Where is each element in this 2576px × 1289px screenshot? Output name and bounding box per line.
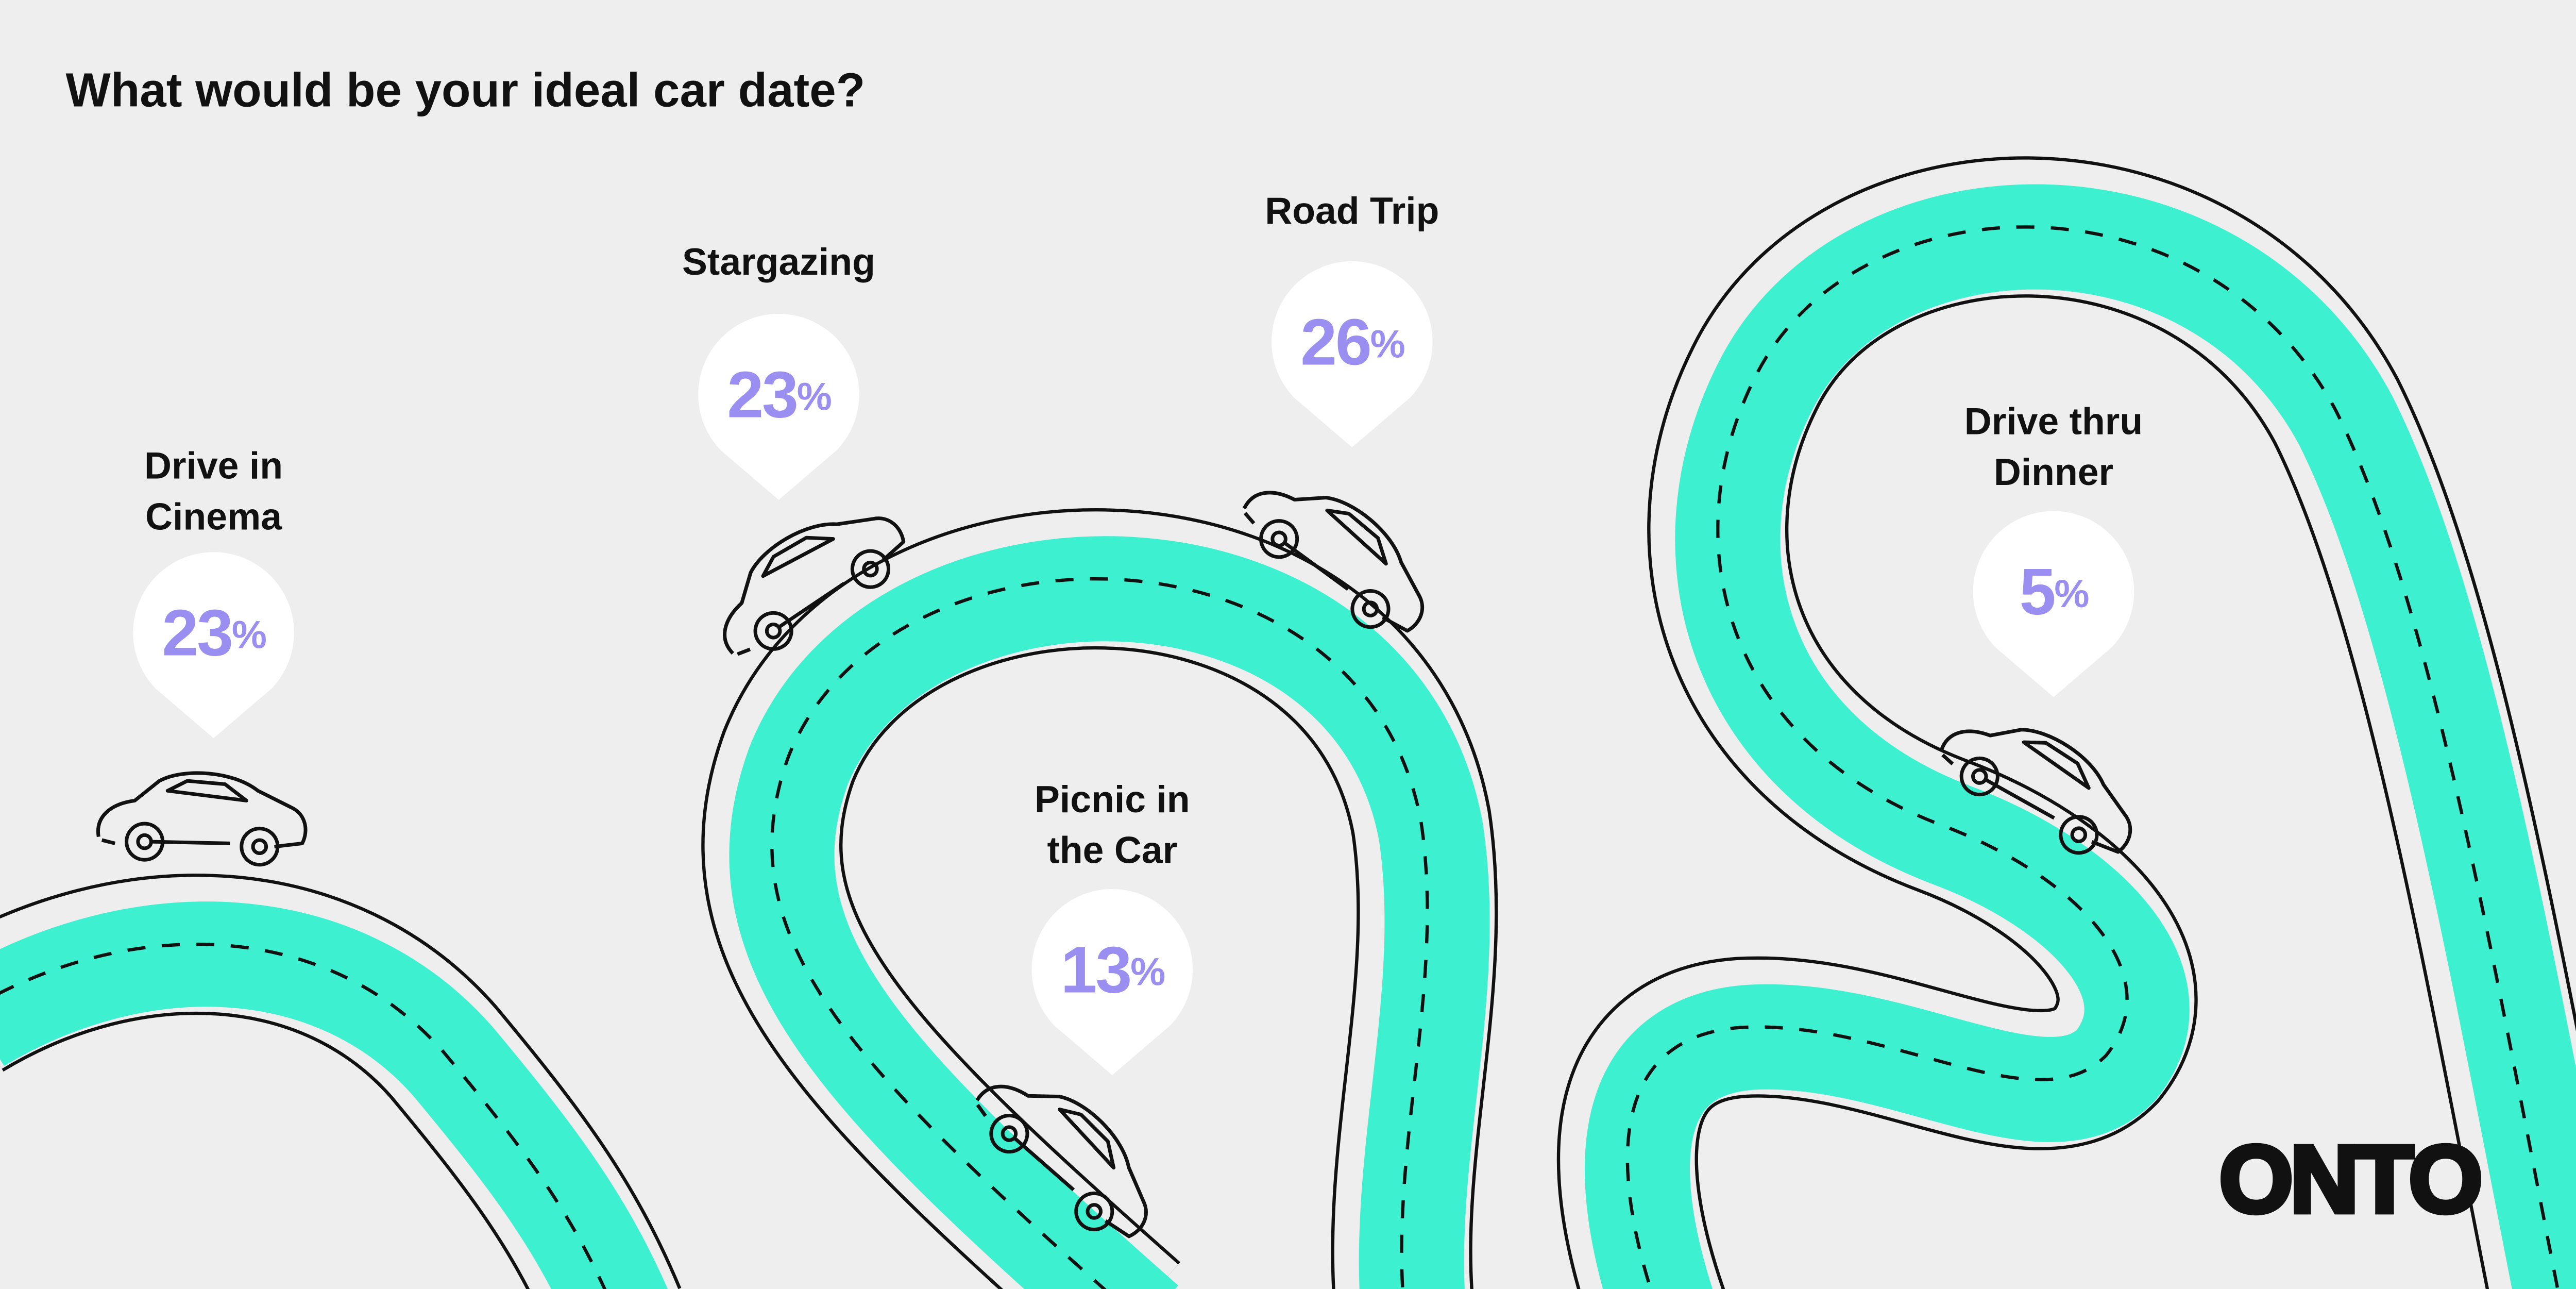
- pin: [1272, 261, 1433, 447]
- pin: [698, 313, 859, 500]
- unit: %: [1130, 950, 1165, 994]
- pin: [1031, 889, 1193, 1075]
- value: 23: [727, 358, 797, 431]
- category-label: Drive thru Dinner: [1964, 399, 2143, 494]
- value-label: 23%: [727, 358, 832, 431]
- value-label: 5%: [2020, 556, 2089, 629]
- value: 5: [2020, 556, 2055, 629]
- roads: [0, 156, 2576, 1289]
- road-centerline: [0, 942, 607, 1289]
- category-box: Picnic in the Car: [1034, 777, 1190, 872]
- unit: %: [1370, 323, 1405, 366]
- value-label: 13%: [1061, 933, 1165, 1007]
- value-label: 23%: [162, 596, 266, 669]
- brand-logo: ONTO: [2219, 1127, 2479, 1233]
- road-centerline: [1625, 225, 2560, 1289]
- unit: %: [232, 613, 266, 657]
- pin: [133, 552, 294, 739]
- road-centerline: [770, 577, 1429, 1289]
- value: 13: [1061, 933, 1131, 1007]
- unit: %: [2054, 572, 2089, 616]
- category-label: Drive in Cinema: [144, 444, 283, 538]
- value: 23: [162, 596, 232, 669]
- value-label: 26%: [1300, 306, 1405, 379]
- unit: %: [797, 375, 832, 419]
- category-label: Stargazing: [682, 240, 875, 283]
- car: [96, 771, 308, 867]
- road: [729, 536, 1490, 1289]
- category-box: Drive thru Dinner: [1964, 399, 2143, 494]
- road: [1585, 184, 2576, 1289]
- car: [1939, 728, 2132, 855]
- category-label: Picnic in the Car: [1034, 777, 1190, 872]
- car: [975, 1084, 1148, 1238]
- chart-title: What would be your ideal car date?: [66, 63, 866, 117]
- category-box: Drive in Cinema: [144, 444, 283, 538]
- car: [723, 516, 906, 656]
- category-label: Road Trip: [1265, 189, 1439, 232]
- road: [0, 901, 668, 1289]
- category-box: Road Trip: [1265, 189, 1439, 232]
- pin: [1973, 511, 2134, 697]
- category-box: Stargazing: [682, 240, 875, 283]
- car: [1242, 491, 1425, 633]
- value: 26: [1300, 306, 1370, 379]
